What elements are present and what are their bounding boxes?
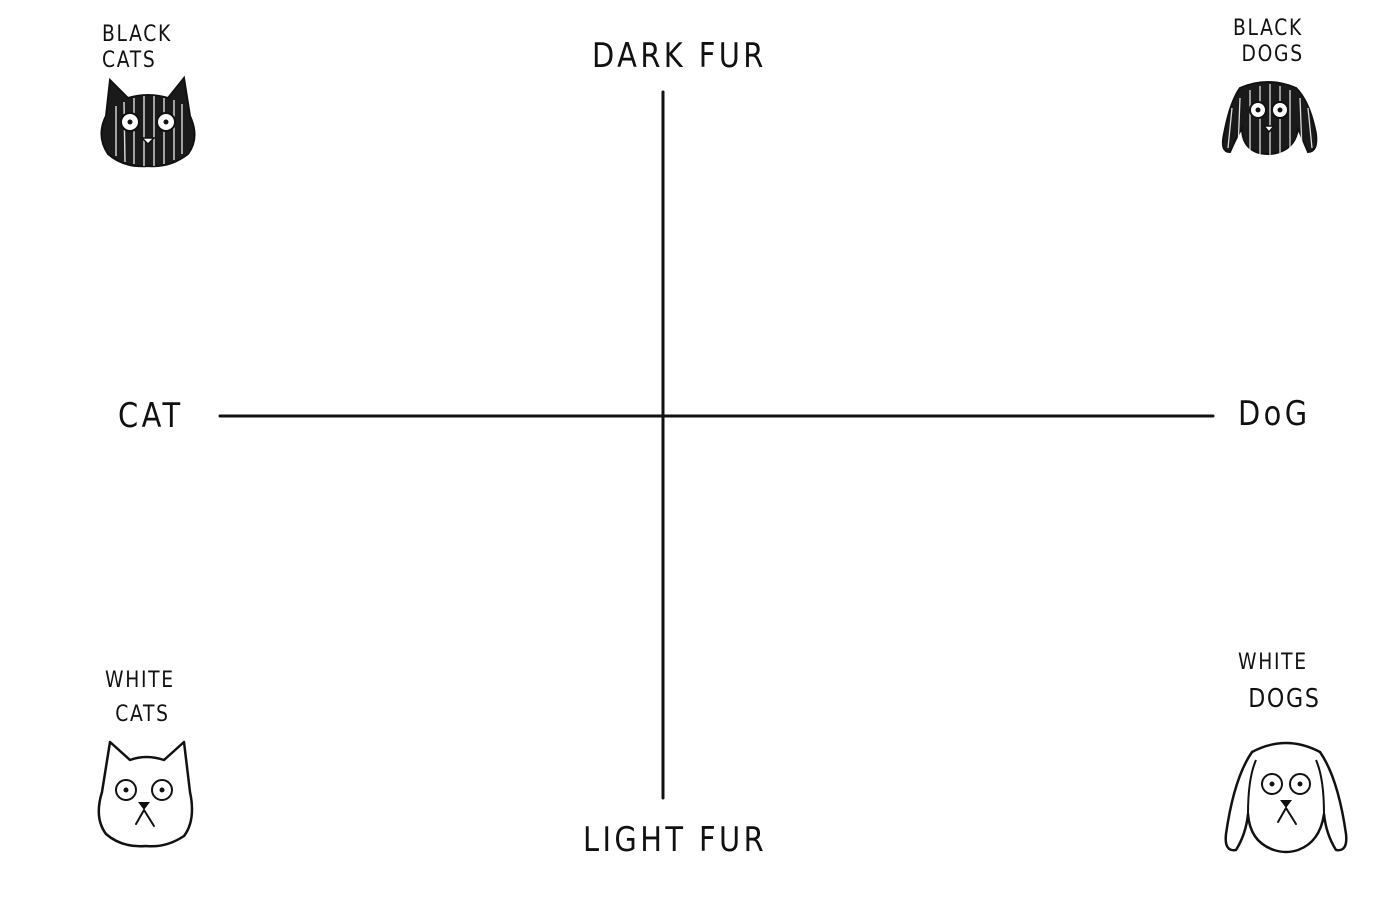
black-dog-icon: [1221, 81, 1318, 156]
black-cat-icon: [100, 75, 196, 168]
quadrant-label-top-left: BLACK CATS: [102, 22, 172, 74]
axis-label-right: DoG: [1238, 394, 1311, 434]
white-dog-icon: [1224, 741, 1348, 854]
quadrant-label-line1: BLACK: [1233, 16, 1303, 41]
quadrant-label-bottom-left: WHITE CATS: [105, 668, 175, 728]
quadrant-label-line1: WHITE: [105, 668, 175, 693]
quadrant-label-line2: DOGS: [1241, 42, 1304, 67]
quadrant-label-line1: BLACK: [102, 22, 172, 47]
quadrant-label-top-right: BLACK DOGS: [1233, 16, 1304, 68]
axis-label-left: CAT: [118, 396, 184, 436]
quadrant-label-line2: CATS: [115, 702, 170, 727]
quadrant-label-line2: DOGS: [1248, 684, 1321, 714]
quadrant-label-bottom-right: WHITE DOGS: [1238, 650, 1321, 712]
quadrant-label-line1: WHITE: [1238, 650, 1308, 675]
axis-label-top: DARK FUR: [592, 36, 767, 76]
white-cat-icon: [97, 740, 194, 848]
axis-label-bottom: LIGHT FUR: [583, 820, 768, 860]
quadrant-label-line2: CATS: [102, 48, 157, 73]
